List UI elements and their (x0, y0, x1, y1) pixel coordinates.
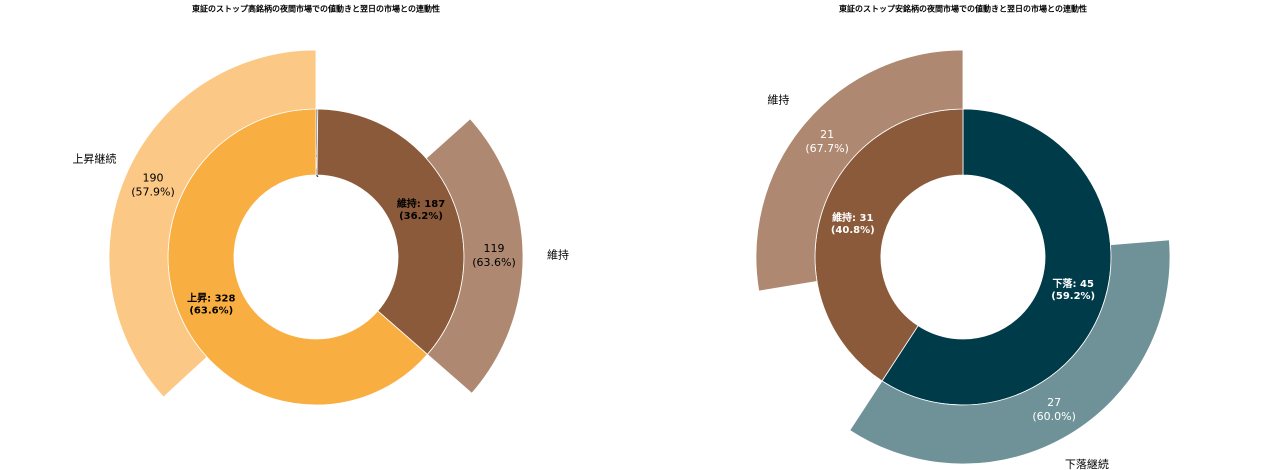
inner-share-label: (63.6%) (189, 306, 233, 317)
outer-share-label: (67.7%) (805, 142, 849, 155)
outer-segment (108, 49, 317, 398)
outer-value-label: 27 (1047, 396, 1061, 409)
inner-value-label: 維持: 187 (397, 197, 445, 210)
inner-share-label: (59.2%) (1051, 291, 1095, 302)
outer-share-label: (63.6%) (472, 256, 516, 269)
inner-share-label: (40.8%) (831, 225, 875, 236)
chart-title: 東証のストップ安銘柄の夜間市場での値動きと翌日の市場との連動性 (839, 4, 1087, 14)
outer-segment (849, 239, 1171, 465)
outer-name-label: 維持 (547, 248, 569, 262)
outer-name-label: 下落継続 (1065, 457, 1109, 470)
outer-name-label: 上昇継続 (72, 152, 116, 166)
outer-value-label: 190 (143, 171, 164, 184)
chart-title: 東証のストップ高銘柄の夜間市場での値動きと翌日の市場との連動性 (192, 4, 440, 14)
inner-value-label: 下落: 45 (1053, 277, 1094, 290)
inner-share-label: (36.2%) (399, 211, 443, 222)
inner-value-label: 上昇: 328 (187, 292, 235, 305)
outer-share-label: (60.0%) (1032, 410, 1076, 423)
outer-segment (755, 49, 964, 292)
outer-segment (425, 118, 524, 394)
outer-value-label: 119 (483, 242, 504, 255)
outer-name-label: 維持 (767, 93, 789, 107)
outer-share-label: (57.9%) (131, 185, 175, 198)
outer-value-label: 21 (820, 128, 834, 141)
inner-value-label: 維持: 31 (832, 211, 873, 224)
